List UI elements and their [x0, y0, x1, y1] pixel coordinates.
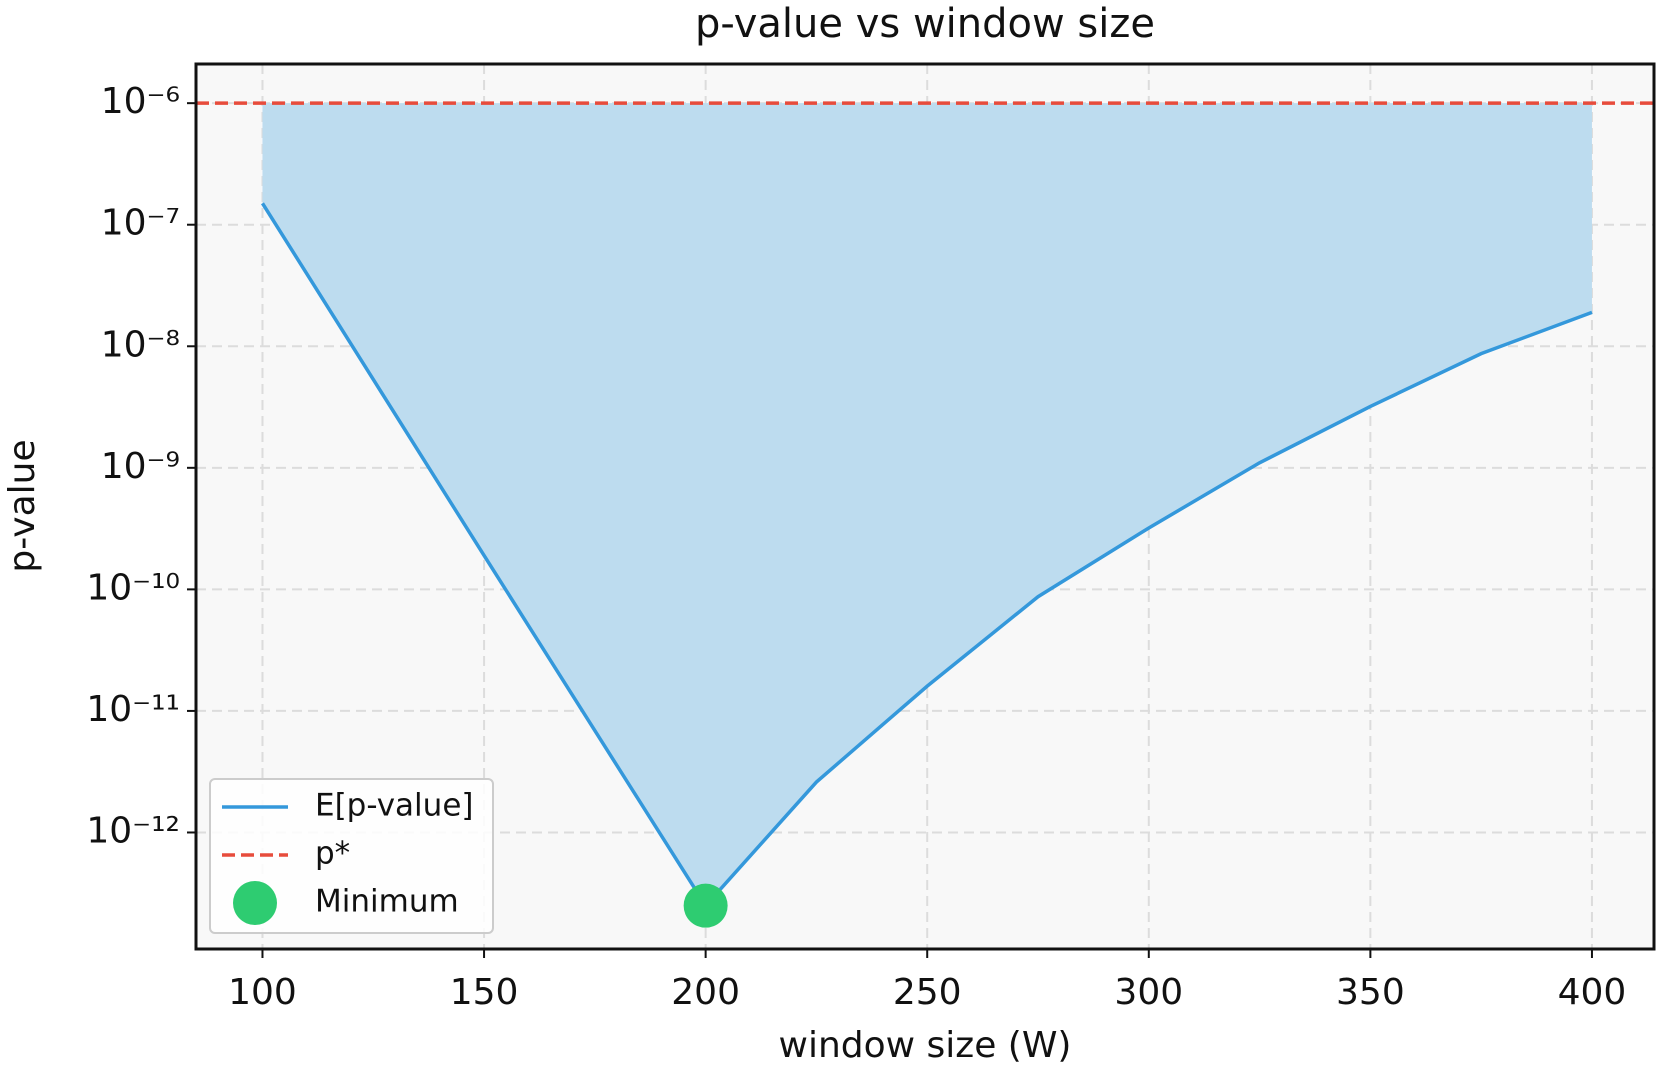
y-tick-label: 10⁻¹¹ — [86, 689, 180, 730]
legend-label: Minimum — [315, 884, 459, 920]
x-axis-label: window size (W) — [779, 1025, 1072, 1066]
y-tick-label: 10⁻⁹ — [101, 446, 180, 487]
x-tick-label: 250 — [893, 972, 962, 1013]
legend-label: E[p-value] — [315, 788, 473, 824]
y-tick-label: 10⁻⁷ — [101, 203, 180, 244]
x-tick-label: 200 — [671, 972, 740, 1013]
x-tick-label: 350 — [1336, 972, 1405, 1013]
legend: E[p-value] p* Minimum — [209, 778, 494, 934]
y-axis-label: p-value — [2, 439, 43, 572]
x-tick-label: 300 — [1114, 972, 1183, 1013]
x-tick-label: 100 — [228, 972, 297, 1013]
legend-swatch — [233, 881, 277, 925]
legend-label: p* — [315, 836, 350, 872]
y-tick-label: 10⁻¹⁰ — [86, 567, 180, 608]
chart-title: p-value vs window size — [695, 1, 1155, 47]
minimum-point — [683, 883, 728, 928]
x-tick-label: 150 — [450, 972, 519, 1013]
area-fill — [262, 103, 1592, 906]
line — [260, 202, 1593, 909]
y-tick-label: 10⁻⁸ — [101, 324, 180, 365]
x-tick-label: 400 — [1558, 972, 1627, 1013]
axes-frame — [194, 62, 1656, 951]
y-tick-label: 10⁻⁶ — [101, 81, 180, 122]
legend-box — [209, 778, 494, 934]
y-tick-label: 10⁻¹² — [86, 810, 180, 851]
